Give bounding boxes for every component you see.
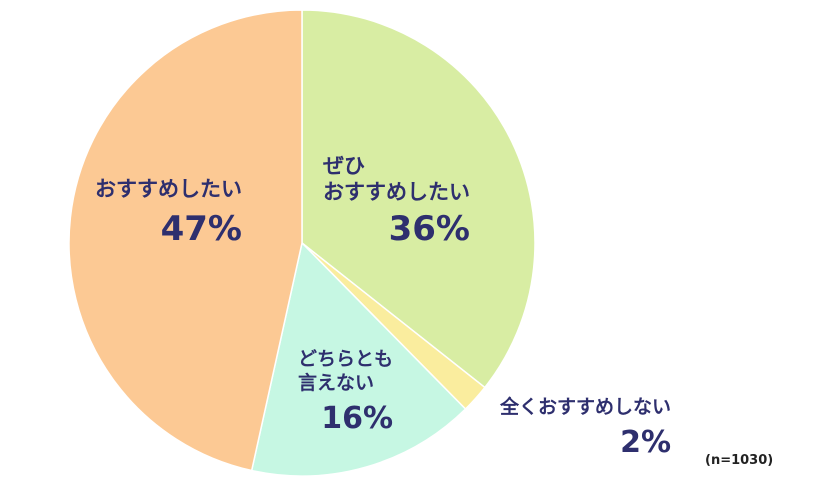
slice-value-label: 16% [321,400,394,436]
slice-value-label: 2% [620,424,672,460]
slice-recommend [68,9,303,472]
slice-strongly-recommend [301,9,536,389]
slice-label-text: どちらとも [298,348,394,370]
slice-label-recommend: おすすめしたい 47% [95,176,242,251]
slice-label-strongly-recommend: ぜひ おすすめしたい 36% [323,153,470,250]
slice-neutral [250,241,467,477]
slice-value-label: 36% [388,208,470,249]
slice-label-text: おすすめしたい [95,177,242,201]
slice-value-label: 47% [160,209,242,250]
slice-label-neutral: どちらとも 言えない 16% [298,348,393,437]
slice-label-text: 全くおすすめしない [500,396,672,418]
slice-label-not-recommend: 全くおすすめしない 2% [500,396,671,461]
sample-size-note: (n=1030) [705,453,774,468]
slice-label-text: おすすめしたい [323,180,470,205]
slice-label-text: 言えない [298,371,375,394]
slice-label-text: ぜひ [323,154,365,178]
